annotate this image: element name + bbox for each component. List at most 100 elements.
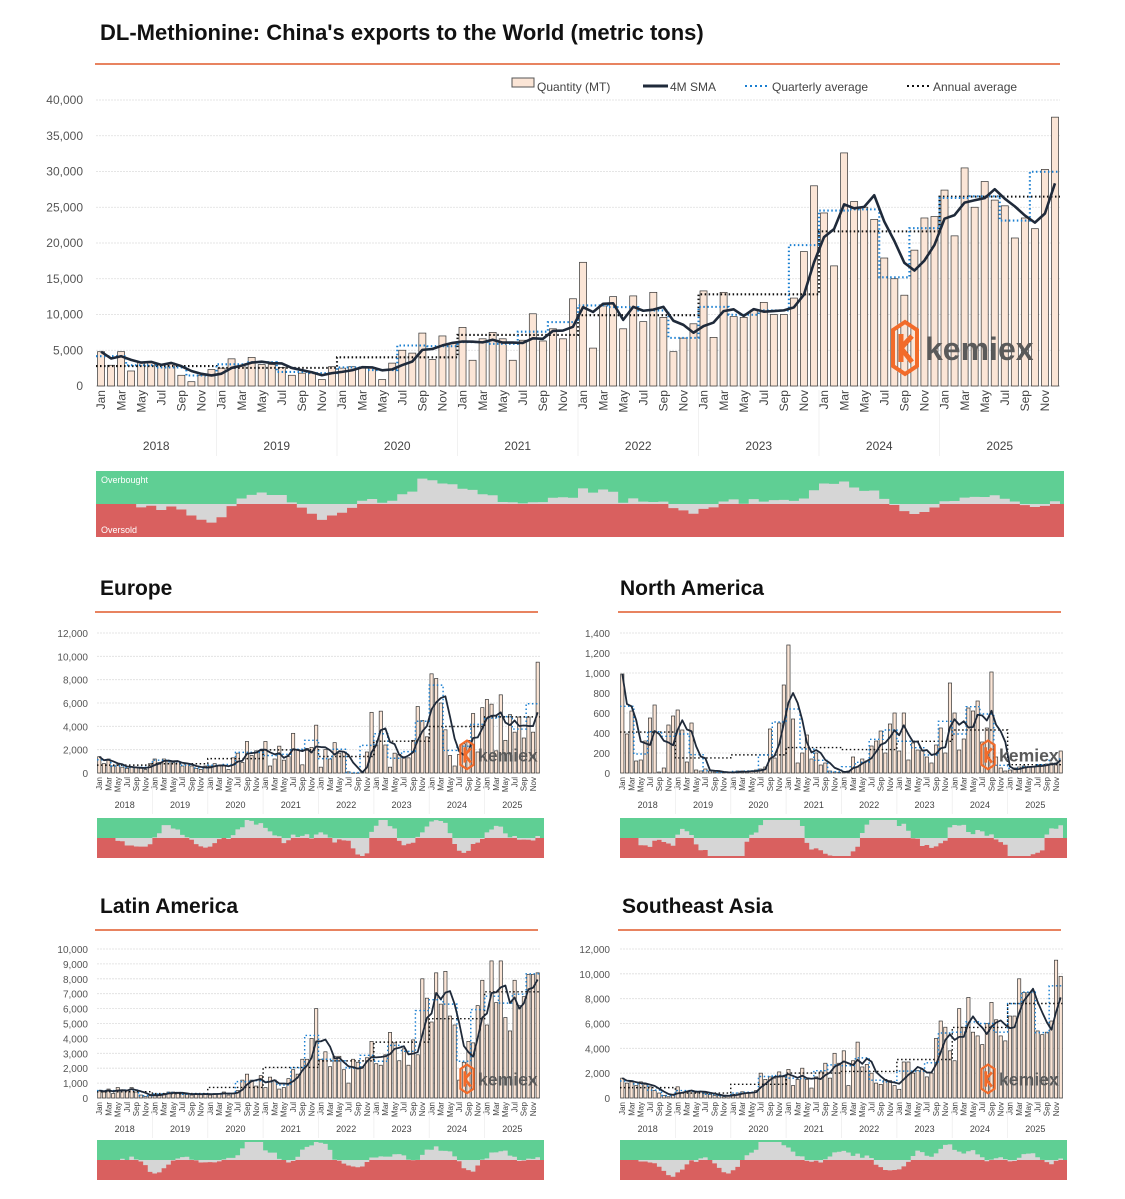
bar [652,704,657,774]
month-label: Jul [289,777,298,787]
month-label: Mar [1015,777,1024,791]
bar [1058,975,1063,1099]
bar [721,1096,726,1099]
bar [337,752,342,774]
bar [268,765,273,774]
y-tick-label: 3,000 [63,1049,88,1060]
bar [171,762,176,774]
month-label: May [803,1102,812,1117]
bar [818,1071,823,1099]
logo-hexagon-icon [891,319,919,377]
month-label: May [637,777,646,792]
month-label: Mar [215,1102,224,1116]
bar [488,332,497,387]
year-label: 2020 [225,1124,245,1134]
bar [217,765,222,774]
year-label: 2021 [804,1124,824,1134]
month-label: Nov [556,390,570,411]
month-label: Sep [987,1101,996,1116]
month-label: Sep [877,1101,886,1116]
month-label: Mar [326,777,335,791]
month-label: Nov [252,777,261,791]
bar [207,369,216,387]
sma-line [99,979,539,1097]
bar [240,762,245,774]
year-label: 2022 [336,800,356,810]
month-label: Mar [904,777,913,791]
month-label: Sep [898,390,912,412]
bar [397,1060,402,1099]
bar [281,759,286,774]
month-label: Sep [464,776,473,791]
bar [929,1072,934,1099]
y-tick-label: 8,000 [585,995,610,1006]
month-label: Nov [418,1102,427,1116]
bar [906,759,911,774]
month-label: Sep [1018,390,1032,412]
bar [254,750,259,774]
bar [599,305,607,387]
y-tick-label: 20,000 [46,236,83,250]
month-label: Nov [141,1102,150,1116]
bar [143,769,148,774]
bar [768,728,772,774]
bar [911,1072,915,1099]
month-label: May [969,1102,978,1117]
bar [198,769,203,774]
bar [1007,1015,1012,1099]
bar [420,720,425,774]
bar [277,745,282,774]
bar [579,261,587,387]
month-label: Sep [243,776,252,791]
y-tick-label: 0 [82,1094,88,1105]
month-label: Jul [395,390,409,405]
month-label: Jul [978,1102,987,1112]
month-label: Jul [510,777,519,787]
logo-hexagon-icon [459,1063,475,1095]
month-label: May [375,390,389,413]
bar [940,189,949,387]
bar [851,756,856,774]
bar [975,1035,980,1099]
month-label: Nov [677,390,691,411]
y-tick-label: 10,000 [46,308,83,322]
year-label: 2021 [281,800,301,810]
logo-text: kemiex [999,1070,1059,1090]
bar [994,1019,999,1099]
month-label: Nov [830,777,839,791]
bar [643,1083,648,1099]
month-label: Jan [784,777,793,790]
bar [820,212,828,387]
month-label: May [114,777,123,792]
bar [318,766,323,774]
bar [966,997,971,1099]
bar [609,296,618,387]
bar [378,1064,383,1099]
bar [434,678,439,774]
bar [957,1008,962,1099]
bar [415,1054,420,1099]
month-label: Nov [941,1102,950,1116]
bar [129,1087,134,1099]
month-label: Jul [178,1102,187,1112]
bar [226,1094,231,1099]
bar [138,1094,143,1099]
month-label: Mar [492,1102,501,1116]
bar [489,960,494,1099]
month-label: Jan [673,1102,682,1115]
bar [378,379,387,387]
bar [120,766,125,774]
chart-world: DL-Methionine: China's exports to the Wo… [46,20,1064,537]
bar [998,1035,1003,1099]
month-label: Nov [886,1102,895,1116]
month-label: Nov [363,1102,372,1116]
bar [401,1048,406,1099]
bar [814,752,819,774]
year-label: 2023 [392,800,412,810]
bar [111,765,116,774]
bar [901,712,906,774]
month-label: Mar [492,777,501,791]
bar [809,758,814,774]
bar [864,1064,869,1099]
bar [148,1095,153,1099]
